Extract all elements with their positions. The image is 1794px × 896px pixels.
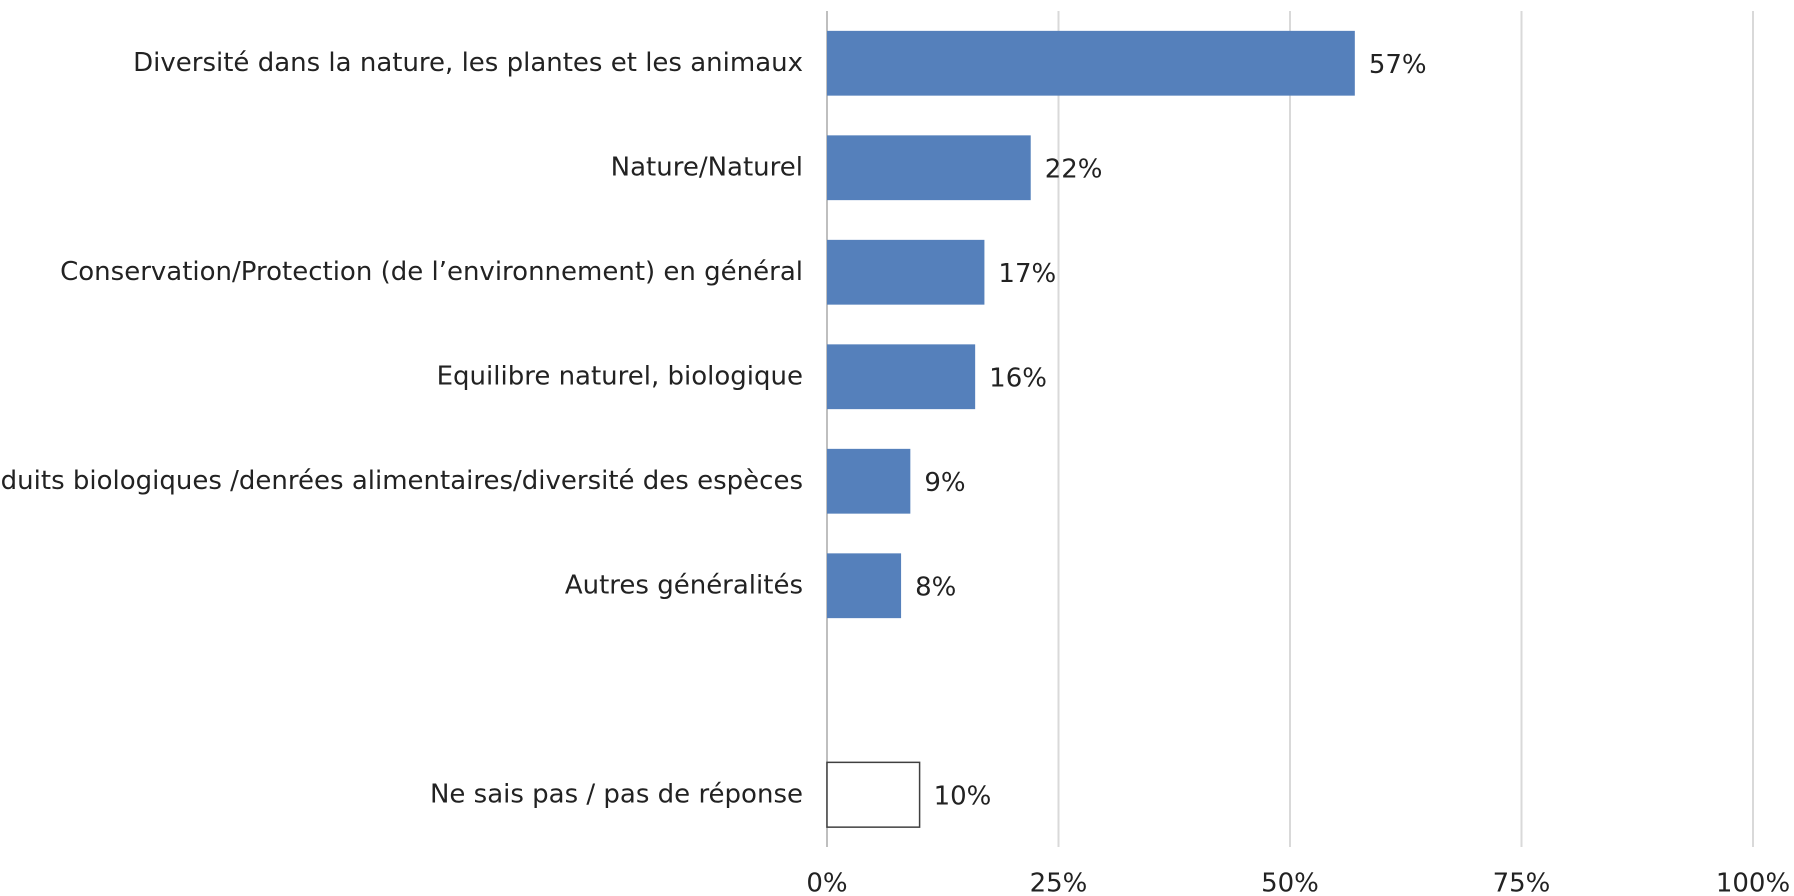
value-label: 57% (1369, 50, 1427, 80)
bar (827, 344, 976, 410)
y-tick-label: Nature/Naturel (611, 152, 803, 182)
bar (827, 135, 1031, 201)
x-tick-label: 0% (806, 869, 847, 896)
value-label: 9% (924, 468, 965, 498)
bar (827, 239, 985, 305)
value-label: 10% (934, 781, 992, 811)
bar (826, 761, 921, 828)
bar (827, 553, 902, 619)
value-label: 22% (1045, 154, 1103, 184)
value-label: 16% (989, 363, 1047, 393)
value-label: 17% (998, 259, 1056, 289)
x-tick-label: 100% (1716, 869, 1790, 896)
x-tick-label: 50% (1261, 869, 1319, 896)
y-tick-label: Autres généralités (565, 570, 803, 600)
y-tick-label: Conservation/Protection (de l’environnem… (60, 257, 803, 287)
y-tick-label: Ne sais pas / pas de réponse (430, 779, 803, 809)
y-tick-label: Produits biologiques /denrées alimentair… (0, 466, 803, 496)
bar (827, 30, 1355, 96)
x-tick-label: 25% (1030, 869, 1088, 896)
value-label: 8% (915, 572, 956, 602)
bar (827, 448, 911, 514)
y-tick-label: Diversité dans la nature, les plantes et… (133, 48, 803, 78)
x-tick-label: 75% (1493, 869, 1551, 896)
y-tick-label: Equilibre naturel, biologique (437, 361, 803, 391)
